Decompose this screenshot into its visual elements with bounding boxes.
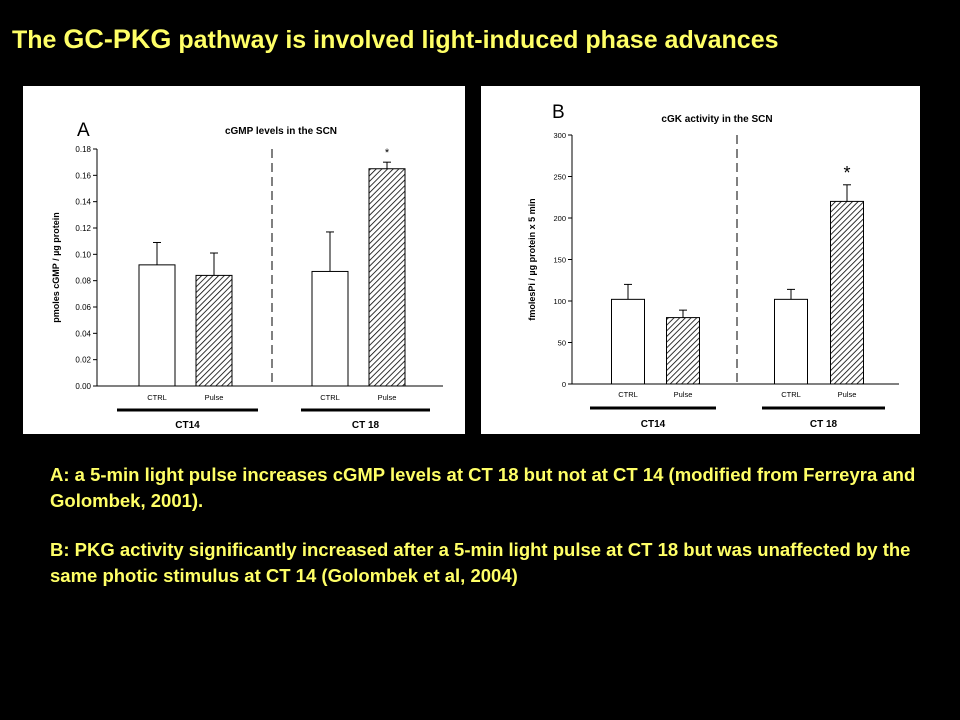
title-gc-pkg: GC-PKG bbox=[63, 24, 172, 54]
panel-letter: A bbox=[77, 120, 90, 141]
bar bbox=[311, 270, 349, 387]
bar bbox=[774, 298, 808, 385]
y-tick-label: 0.06 bbox=[75, 303, 91, 312]
y-tick-label: 0.04 bbox=[75, 329, 91, 338]
caption-a: A: a 5-min light pulse increases cGMP le… bbox=[50, 464, 916, 511]
caption-b: B: PKG activity significantly increased … bbox=[50, 539, 911, 586]
category-label: Pulse bbox=[838, 390, 857, 399]
significance-marker: * bbox=[843, 163, 850, 183]
y-tick-label: 0.02 bbox=[75, 356, 91, 365]
group-label: CT 18 bbox=[352, 420, 380, 431]
panel-letter: B bbox=[552, 102, 565, 123]
y-tick-label: 0.10 bbox=[75, 250, 91, 259]
y-tick-label: 0.00 bbox=[75, 382, 91, 391]
title-prefix: The bbox=[12, 26, 64, 54]
chart-title: cGMP levels in the SCN bbox=[225, 126, 337, 137]
y-tick-label: 0 bbox=[562, 380, 566, 389]
bar bbox=[666, 317, 700, 385]
y-tick-label: 0.18 bbox=[75, 145, 91, 154]
y-tick-label: 100 bbox=[553, 297, 566, 306]
significance-marker: * bbox=[385, 147, 390, 159]
category-label: Pulse bbox=[674, 390, 693, 399]
chart-title: cGK activity in the SCN bbox=[661, 114, 772, 125]
group-label: CT 18 bbox=[810, 419, 838, 430]
y-axis-label: fmolesPi / µg protein x 5 min bbox=[527, 198, 537, 320]
category-label: CTRL bbox=[781, 390, 801, 399]
category-label: CTRL bbox=[147, 393, 167, 402]
y-tick-label: 0.16 bbox=[75, 171, 91, 180]
y-tick-label: 0.12 bbox=[75, 224, 91, 233]
category-label: CTRL bbox=[320, 393, 340, 402]
bar bbox=[138, 264, 176, 387]
y-tick-label: 300 bbox=[553, 131, 566, 140]
y-tick-label: 0.08 bbox=[75, 277, 91, 286]
slide-title: The GC-PKG pathway is involved light-ind… bbox=[12, 24, 952, 55]
group-label: CT14 bbox=[641, 419, 666, 430]
group-label: CT14 bbox=[175, 420, 200, 431]
y-tick-label: 50 bbox=[558, 339, 566, 348]
bar bbox=[368, 168, 406, 387]
category-label: CTRL bbox=[618, 390, 638, 399]
bar bbox=[195, 274, 233, 387]
y-tick-label: 150 bbox=[553, 256, 566, 265]
bar bbox=[611, 298, 645, 385]
category-label: Pulse bbox=[205, 393, 224, 402]
title-suffix: pathway is involved light-induced phase … bbox=[171, 26, 779, 54]
category-label: Pulse bbox=[378, 393, 397, 402]
y-tick-label: 250 bbox=[553, 173, 566, 182]
bar bbox=[830, 200, 864, 385]
y-axis-label: pmoles cGMP / µg protein bbox=[51, 212, 61, 323]
y-tick-label: 200 bbox=[553, 214, 566, 223]
y-tick-label: 0.14 bbox=[75, 198, 91, 207]
